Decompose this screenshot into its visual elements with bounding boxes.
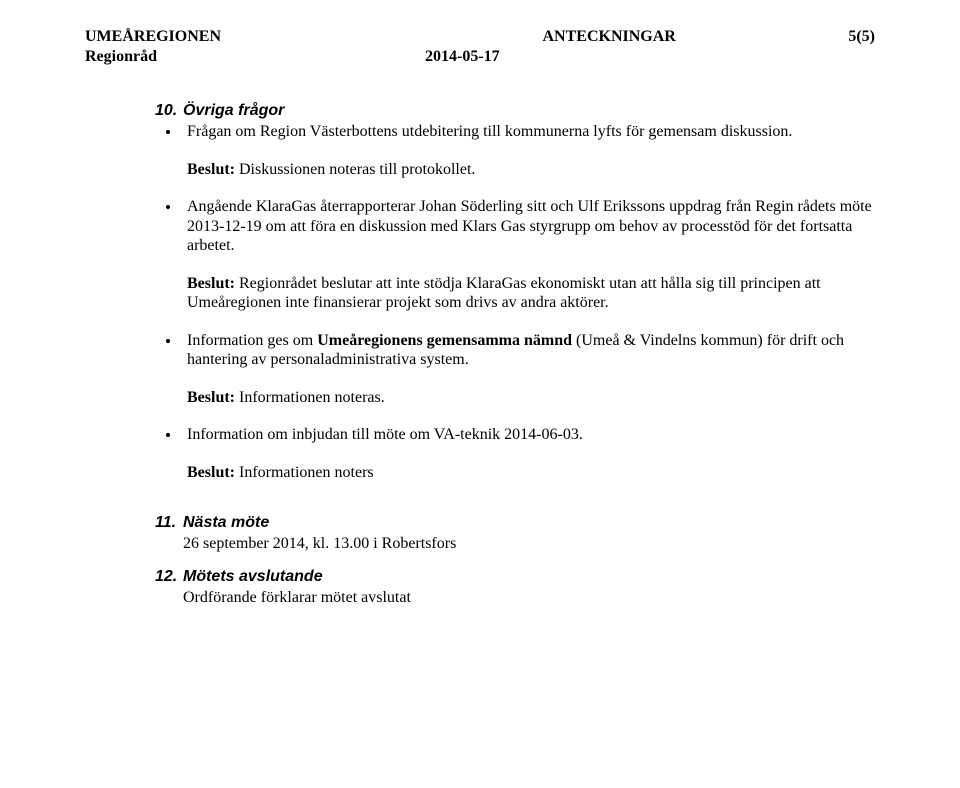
header-row: UMEÅREGIONEN ANTECKNINGAR 5(5): [85, 28, 875, 46]
beslut-text: Diskussionen noteras till protokollet.: [235, 161, 475, 178]
list-item: Information ges om Umeåregionens gemensa…: [181, 331, 875, 408]
document-page: UMEÅREGIONEN ANTECKNINGAR 5(5) Regionråd…: [0, 0, 960, 607]
section-11-heading: 11. Nästa möte: [155, 514, 875, 532]
section-12-number: 12.: [155, 568, 183, 586]
section-11-line: 26 september 2014, kl. 13.00 i Robertsfo…: [183, 534, 875, 554]
section-12-title: Mötets avslutande: [183, 568, 323, 586]
beslut-label: Beslut:: [187, 464, 235, 481]
paragraph: Beslut: Diskussionen noteras till protok…: [187, 160, 875, 180]
document-body: 10. Övriga frågor Frågan om Region Väste…: [155, 102, 875, 607]
section-12-heading: 12. Mötets avslutande: [155, 568, 875, 586]
section-10-heading: 10. Övriga frågor: [155, 102, 875, 120]
paragraph: Beslut: Informationen noteras.: [187, 388, 875, 408]
subheader-row: Regionråd 2014-05-17: [85, 48, 875, 66]
header-doc-type: ANTECKNINGAR: [543, 28, 676, 46]
text-run-bold: Umeåregionens gemensamma nämnd: [317, 332, 572, 349]
beslut-text: Regionrådet beslutar att inte stödja Kla…: [187, 275, 821, 312]
section-10-number: 10.: [155, 102, 183, 120]
paragraph: Beslut: Informationen noters: [187, 463, 875, 483]
beslut-label: Beslut:: [187, 389, 235, 406]
paragraph: Angående KlaraGas återrapporterar Johan …: [187, 197, 875, 256]
paragraph: Information ges om Umeåregionens gemensa…: [187, 331, 875, 370]
text-run: Information ges om: [187, 332, 317, 349]
paragraph: Information om inbjudan till möte om VA-…: [187, 425, 875, 445]
subheader-date: 2014-05-17: [425, 48, 500, 66]
beslut-label: Beslut:: [187, 161, 235, 178]
header-org: UMEÅREGIONEN: [85, 28, 221, 46]
beslut-label: Beslut:: [187, 275, 235, 292]
section-11-number: 11.: [155, 514, 183, 532]
section-10-list: Frågan om Region Västerbottens utdebiter…: [181, 122, 875, 482]
subheader-left: Regionråd: [85, 48, 157, 66]
header-page-number: 5(5): [848, 28, 875, 46]
beslut-text: Informationen noters: [235, 464, 374, 481]
paragraph: Beslut: Regionrådet beslutar att inte st…: [187, 274, 875, 313]
section-11-title: Nästa möte: [183, 514, 269, 532]
section-12-line: Ordförande förklarar mötet avslutat: [183, 588, 875, 608]
list-item: Angående KlaraGas återrapporterar Johan …: [181, 197, 875, 313]
paragraph: Frågan om Region Västerbottens utdebiter…: [187, 122, 875, 142]
list-item: Information om inbjudan till möte om VA-…: [181, 425, 875, 482]
section-10-title: Övriga frågor: [183, 102, 284, 120]
beslut-text: Informationen noteras.: [235, 389, 385, 406]
list-item: Frågan om Region Västerbottens utdebiter…: [181, 122, 875, 179]
